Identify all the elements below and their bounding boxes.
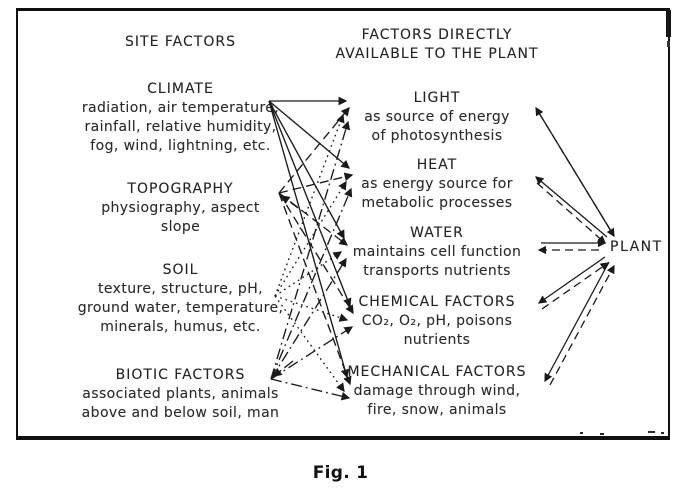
plant-factor-water: WATER maintains cell function transports… xyxy=(334,224,540,281)
light-title: LIGHT xyxy=(413,90,461,106)
climate-line: fog, wind, lightning, etc. xyxy=(90,138,271,154)
soil-title: SOIL xyxy=(162,262,199,278)
mechanical-line: damage through wind, xyxy=(353,383,521,399)
soil-line: minerals, humus, etc. xyxy=(100,319,261,335)
figure-frame xyxy=(16,8,670,440)
heat-title: HEAT xyxy=(416,157,458,173)
plant-factor-light: LIGHT as source of energy of photosynthe… xyxy=(334,89,540,146)
biotic-line: associated plants, animals xyxy=(82,386,279,402)
soil-line: ground water, temperature, xyxy=(77,300,284,316)
site-factor-climate: CLIMATE radiation, air temperature, rain… xyxy=(38,80,323,156)
climate-line: rainfall, relative humidity, xyxy=(84,119,277,135)
plant-node: PLANT xyxy=(610,239,663,255)
soil-line: texture, structure, pH, xyxy=(98,281,263,297)
middle-heading-line: FACTORS DIRECTLY xyxy=(361,27,513,43)
biotic-title: BIOTIC FACTORS xyxy=(115,367,246,383)
topography-title: TOPOGRAPHY xyxy=(127,181,234,197)
scan-artifact xyxy=(580,432,583,434)
water-line: maintains cell function xyxy=(352,244,522,260)
mechanical-title: MECHANICAL FACTORS xyxy=(347,364,527,380)
scan-artifact xyxy=(667,41,670,47)
light-line: of photosynthesis xyxy=(371,128,503,144)
plant-factor-chemical: CHEMICAL FACTORS CO₂, O₂, pH, poisons nu… xyxy=(334,293,540,350)
topography-line: slope xyxy=(160,219,201,235)
scan-artifact xyxy=(600,433,604,435)
biotic-line: above and below soil, man xyxy=(81,405,280,421)
scan-artifact xyxy=(666,10,671,37)
figure-caption: Fig. 1 xyxy=(312,463,369,483)
left-column-heading: SITE FACTORS xyxy=(38,33,323,52)
chemical-line: nutrients xyxy=(403,332,471,348)
scan-artifact xyxy=(661,432,664,434)
heat-line: as energy source for xyxy=(361,176,513,192)
middle-column-heading: FACTORS DIRECTLY AVAILABLE TO THE PLANT xyxy=(334,26,540,64)
water-line: transports nutrients xyxy=(363,263,511,279)
site-factor-soil: SOIL texture, structure, pH, ground wate… xyxy=(38,261,323,337)
middle-heading-line: AVAILABLE TO THE PLANT xyxy=(335,46,539,62)
plant-factor-mechanical: MECHANICAL FACTORS damage through wind, … xyxy=(334,363,540,420)
climate-line: radiation, air temperature, xyxy=(81,100,280,116)
topography-line: physiography, aspect xyxy=(101,200,260,216)
site-factor-topography: TOPOGRAPHY physiography, aspect slope xyxy=(38,180,323,237)
heat-line: metabolic processes xyxy=(361,195,513,211)
chemical-line: CO₂, O₂, pH, poisons xyxy=(361,313,513,329)
scan-artifact xyxy=(648,431,655,433)
site-factor-biotic: BIOTIC FACTORS associated plants, animal… xyxy=(38,366,323,423)
chemical-title: CHEMICAL FACTORS xyxy=(358,294,516,310)
plant-factor-heat: HEAT as energy source for metabolic proc… xyxy=(334,156,540,213)
light-line: as source of energy xyxy=(364,109,510,125)
mechanical-line: fire, snow, animals xyxy=(367,402,507,418)
water-title: WATER xyxy=(410,225,464,241)
climate-title: CLIMATE xyxy=(147,81,214,97)
site-factors-title: SITE FACTORS xyxy=(125,34,236,50)
